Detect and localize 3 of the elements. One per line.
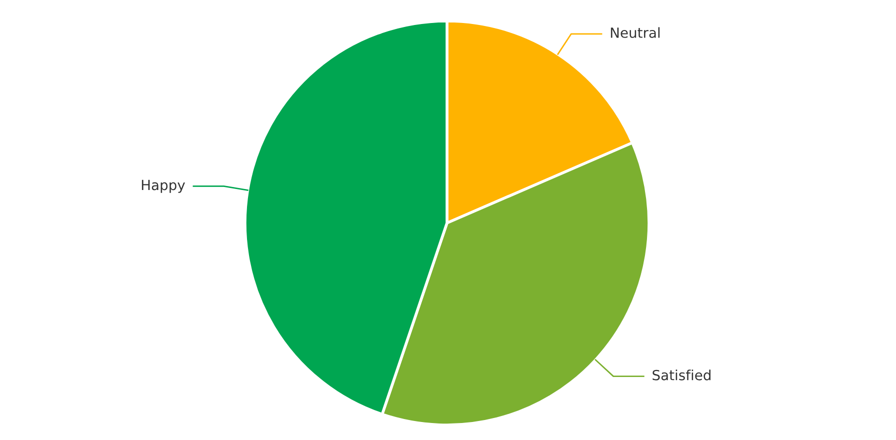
slice-label: Happy [142, 180, 185, 193]
slice-label: Neutral [610, 27, 660, 38]
slice-label: Satisfied [652, 370, 710, 380]
